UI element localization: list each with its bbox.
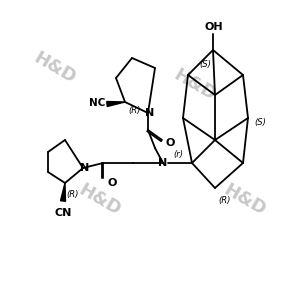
Text: N: N <box>80 163 90 173</box>
Text: H&D: H&D <box>31 49 79 87</box>
Text: NC: NC <box>89 98 105 108</box>
Text: (S): (S) <box>199 59 211 68</box>
Text: (r): (r) <box>173 151 183 160</box>
Text: H&D: H&D <box>76 181 124 219</box>
Text: OH: OH <box>205 22 223 32</box>
Text: (R): (R) <box>67 190 79 200</box>
Polygon shape <box>61 183 65 201</box>
Text: (R): (R) <box>129 106 141 116</box>
Text: N: N <box>158 158 168 168</box>
Text: O: O <box>165 138 175 148</box>
Text: N: N <box>146 108 154 118</box>
Text: (R): (R) <box>219 196 231 205</box>
Text: O: O <box>107 178 117 188</box>
Text: (S): (S) <box>254 118 266 127</box>
Text: CN: CN <box>54 208 72 218</box>
Text: H&D: H&D <box>221 181 269 219</box>
Polygon shape <box>107 101 125 106</box>
Text: H&D: H&D <box>171 66 219 104</box>
